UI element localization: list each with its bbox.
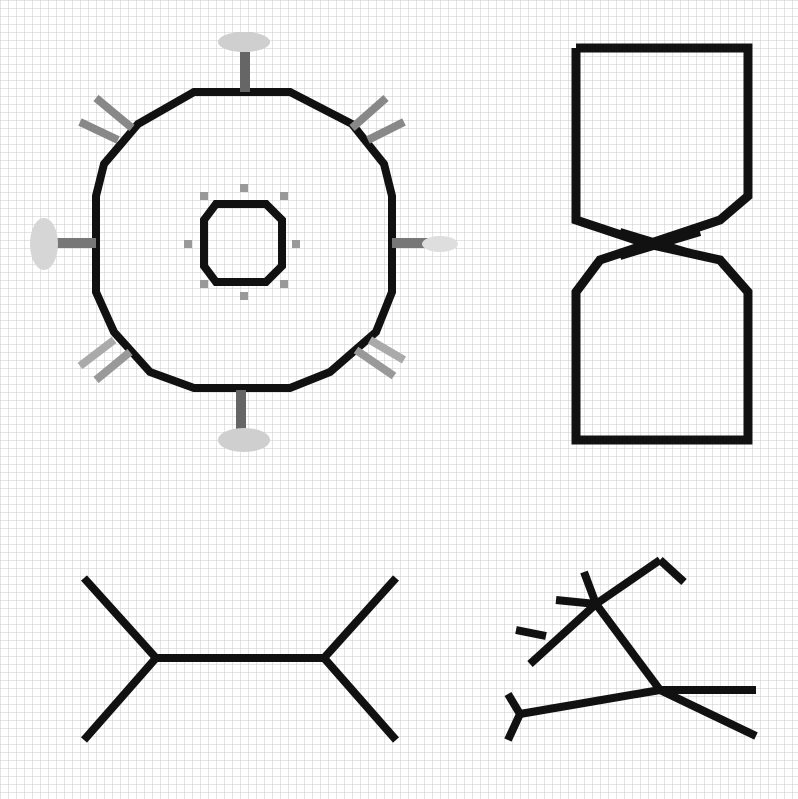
bridge-arm-top-left bbox=[81, 575, 159, 661]
triangle-left-edge bbox=[527, 601, 599, 667]
hourglass-top-bulb bbox=[571, 43, 753, 249]
tail-base-up bbox=[504, 691, 524, 717]
gear-inner-hub bbox=[200, 200, 286, 286]
hourglass-bottom-bulb bbox=[571, 239, 753, 445]
tail-top bbox=[580, 570, 600, 606]
bridge-arm-bottom-right bbox=[320, 655, 400, 743]
tail-left bbox=[515, 626, 547, 640]
tail-left-stub bbox=[555, 596, 597, 608]
gear-outer-ring bbox=[92, 88, 396, 392]
tail-top-right bbox=[593, 556, 663, 608]
tail-right-bottom bbox=[658, 686, 758, 740]
bridge-arm-top-right bbox=[321, 575, 399, 661]
hourglass-cross-2 bbox=[618, 228, 702, 260]
molecule-icon bbox=[504, 556, 758, 742]
gear-spokes bbox=[30, 32, 458, 452]
hourglass-icon bbox=[571, 43, 753, 445]
triangle-base bbox=[519, 686, 661, 718]
tail-top-right-tip bbox=[657, 557, 687, 585]
triangle-right-edge bbox=[592, 601, 664, 693]
gear-icon bbox=[30, 32, 458, 452]
bridge-arm-bottom-left bbox=[80, 655, 160, 743]
tail-base-down bbox=[504, 712, 524, 742]
hub-teeth bbox=[184, 184, 300, 300]
bond-diagram-icon bbox=[80, 575, 400, 743]
